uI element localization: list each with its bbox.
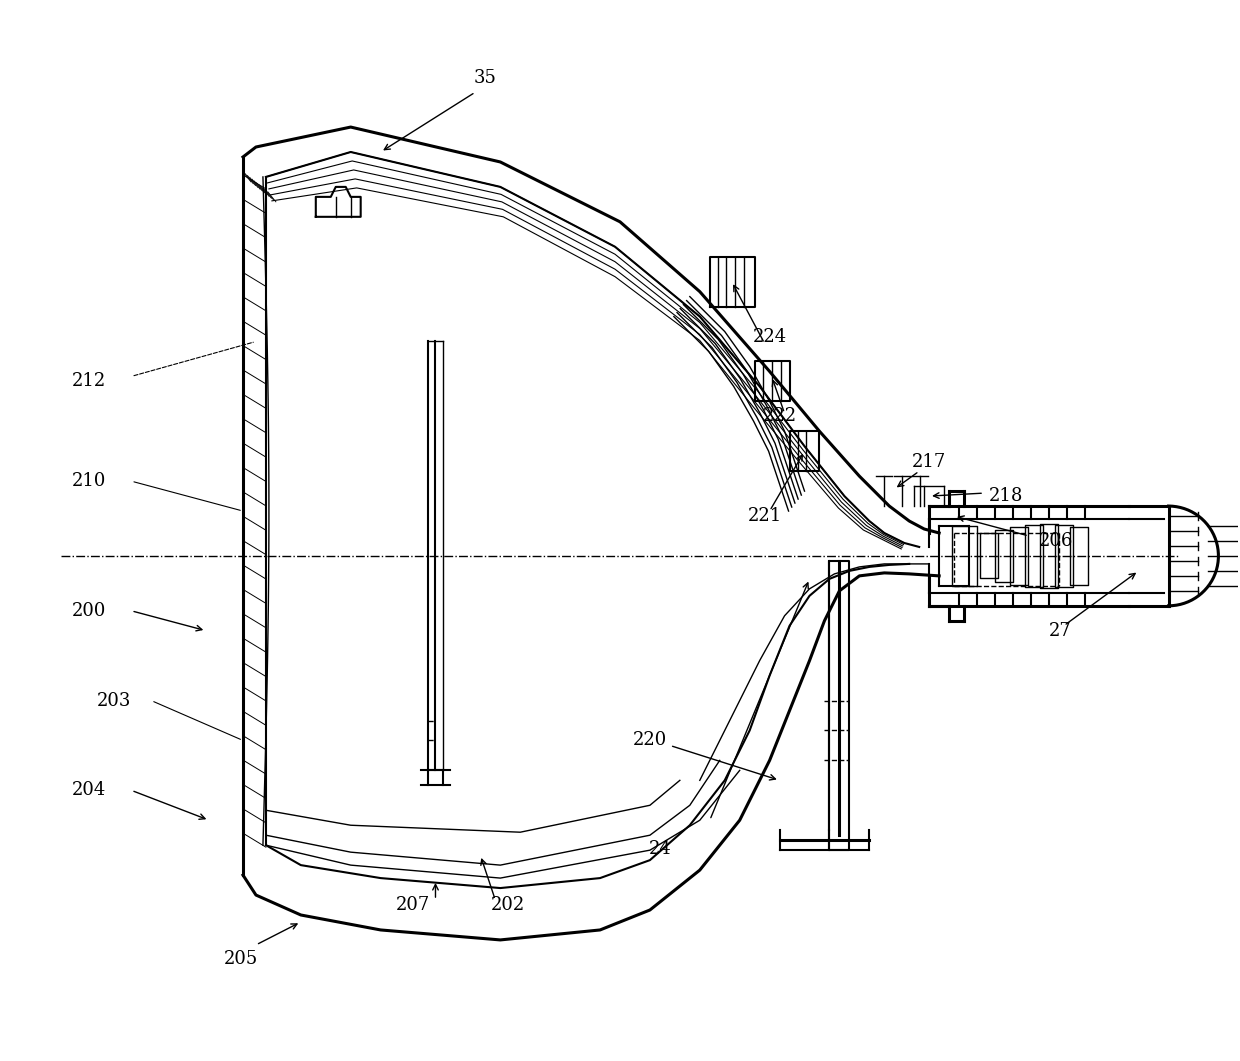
Text: 224: 224	[753, 329, 786, 347]
Text: 206: 206	[1039, 532, 1074, 550]
Text: 24: 24	[649, 840, 671, 858]
Text: 207: 207	[397, 897, 430, 914]
Text: 218: 218	[990, 487, 1023, 505]
Text: 217: 217	[913, 453, 946, 471]
Text: 212: 212	[72, 372, 107, 390]
Text: 203: 203	[97, 692, 131, 710]
Text: 205: 205	[224, 950, 258, 968]
Text: 200: 200	[72, 602, 107, 620]
Text: 220: 220	[632, 731, 667, 749]
Text: 222: 222	[763, 407, 796, 425]
Text: 221: 221	[748, 507, 781, 525]
Text: 35: 35	[474, 69, 497, 87]
Text: 27: 27	[1049, 622, 1071, 640]
Text: 202: 202	[490, 897, 525, 914]
Text: 210: 210	[72, 472, 107, 490]
Text: 204: 204	[72, 781, 107, 799]
